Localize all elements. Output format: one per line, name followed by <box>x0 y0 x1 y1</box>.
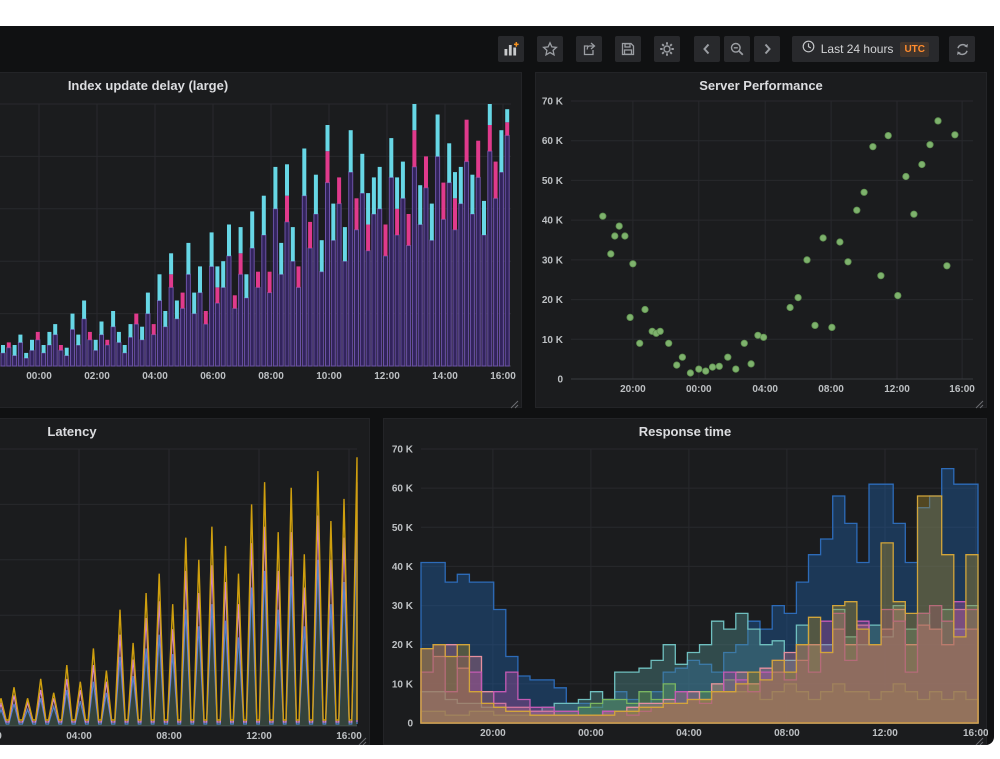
svg-text:50 K: 50 K <box>392 523 414 534</box>
settings-button[interactable] <box>653 36 680 62</box>
svg-text:20 K: 20 K <box>392 640 414 651</box>
svg-text:14:00: 14:00 <box>432 371 458 382</box>
dashboard: Last 24 hours UTC Index update delay (la… <box>0 26 994 745</box>
svg-text:00:00: 00:00 <box>0 731 2 742</box>
panel-resize-handle[interactable] <box>358 733 367 745</box>
svg-text:04:00: 04:00 <box>66 731 92 742</box>
svg-text:02:00: 02:00 <box>84 371 110 382</box>
panel-resize-handle[interactable] <box>975 396 984 409</box>
gear-icon <box>659 41 675 57</box>
svg-text:10 K: 10 K <box>542 335 564 346</box>
toolbar: Last 24 hours UTC <box>497 36 975 62</box>
svg-text:40 K: 40 K <box>542 216 564 227</box>
panel-index-update-delay: Index update delay (large) 00:00 02:00 04:… <box>0 72 522 409</box>
save-icon <box>620 41 636 57</box>
svg-text:60 K: 60 K <box>392 484 414 495</box>
svg-text:70 K: 70 K <box>542 97 564 108</box>
svg-text:12:00: 12:00 <box>872 728 898 739</box>
server-performance-chart[interactable]: 20:00 00:00 04:00 08:00 12:00 16:00 0 10 K 20 K 3… <box>536 73 988 414</box>
share-icon <box>581 41 597 57</box>
svg-text:16:00: 16:00 <box>490 371 516 382</box>
svg-text:30 K: 30 K <box>392 601 414 612</box>
svg-text:12:00: 12:00 <box>884 384 910 395</box>
svg-text:16:00: 16:00 <box>949 384 975 395</box>
svg-text:60 K: 60 K <box>542 136 564 147</box>
latency-chart[interactable]: 00:00 04:00 08:00 12:00 16:00 <box>0 419 371 745</box>
add-panel-bar-chart-icon <box>503 41 519 57</box>
svg-text:0: 0 <box>557 375 563 386</box>
svg-text:12:00: 12:00 <box>374 371 400 382</box>
star-button[interactable] <box>536 36 563 62</box>
add-panel-button[interactable] <box>497 36 524 62</box>
panel-latency: Latency 00:00 04:00 08:00 12:00 16:00 <box>0 418 370 745</box>
save-button[interactable] <box>614 36 641 62</box>
svg-text:16:00: 16:00 <box>963 728 988 739</box>
svg-text:70 K: 70 K <box>392 445 414 456</box>
svg-text:30 K: 30 K <box>542 255 564 266</box>
svg-text:08:00: 08:00 <box>156 731 182 742</box>
index-update-delay-chart[interactable]: 00:00 02:00 04:00 06:00 08:00 10:00 12:00 14:00… <box>0 73 523 414</box>
svg-text:20:00: 20:00 <box>480 728 506 739</box>
svg-text:08:00: 08:00 <box>258 371 284 382</box>
clock-icon <box>802 40 815 58</box>
svg-text:00:00: 00:00 <box>26 371 52 382</box>
chevron-right-icon <box>759 41 775 57</box>
zoom-out-button[interactable] <box>723 36 750 62</box>
panel-title-index-update-delay[interactable]: Index update delay (large) <box>67 78 229 93</box>
refresh-icon <box>955 42 970 57</box>
svg-text:20 K: 20 K <box>542 295 564 306</box>
chevron-left-icon <box>699 41 715 57</box>
svg-text:10:00: 10:00 <box>316 371 342 382</box>
svg-text:00:00: 00:00 <box>578 728 604 739</box>
svg-text:50 K: 50 K <box>542 176 564 187</box>
panel-title-latency[interactable]: Latency <box>47 424 97 439</box>
svg-text:08:00: 08:00 <box>774 728 800 739</box>
panel-response-time: Response time 20:00 00:00 04:00 08:00 12:00 1… <box>383 418 989 745</box>
panel-resize-handle[interactable] <box>975 733 984 745</box>
panel-title-server-performance[interactable]: Server Performance <box>699 78 823 93</box>
time-range-label: Last 24 hours <box>820 42 894 56</box>
time-shift-back-button[interactable] <box>693 36 720 62</box>
svg-text:20:00: 20:00 <box>620 384 646 395</box>
svg-text:12:00: 12:00 <box>246 731 272 742</box>
panel-resize-handle[interactable] <box>510 396 519 409</box>
refresh-button[interactable] <box>949 36 975 62</box>
svg-text:04:00: 04:00 <box>142 371 168 382</box>
star-icon <box>541 41 558 57</box>
svg-text:10 K: 10 K <box>392 679 414 690</box>
panel-title-response-time[interactable]: Response time <box>638 424 732 439</box>
svg-text:06:00: 06:00 <box>200 371 226 382</box>
timezone-badge: UTC <box>900 41 929 57</box>
panel-server-performance: Server Performance 20:00 00:00 04:00 08:00 1… <box>535 72 987 409</box>
share-button[interactable] <box>575 36 602 62</box>
svg-text:08:00: 08:00 <box>818 384 844 395</box>
time-picker-button[interactable]: Last 24 hours UTC <box>791 36 939 62</box>
time-shift-forward-button[interactable] <box>753 36 780 62</box>
svg-text:16:00: 16:00 <box>336 731 362 742</box>
svg-text:04:00: 04:00 <box>676 728 702 739</box>
response-time-chart[interactable]: 20:00 00:00 04:00 08:00 12:00 16:00 0 10 K 20 K 3… <box>384 419 989 745</box>
svg-text:00:00: 00:00 <box>686 384 712 395</box>
svg-text:04:00: 04:00 <box>752 384 778 395</box>
svg-text:40 K: 40 K <box>392 562 414 573</box>
svg-text:0: 0 <box>407 719 413 730</box>
zoom-out-icon <box>729 41 745 57</box>
